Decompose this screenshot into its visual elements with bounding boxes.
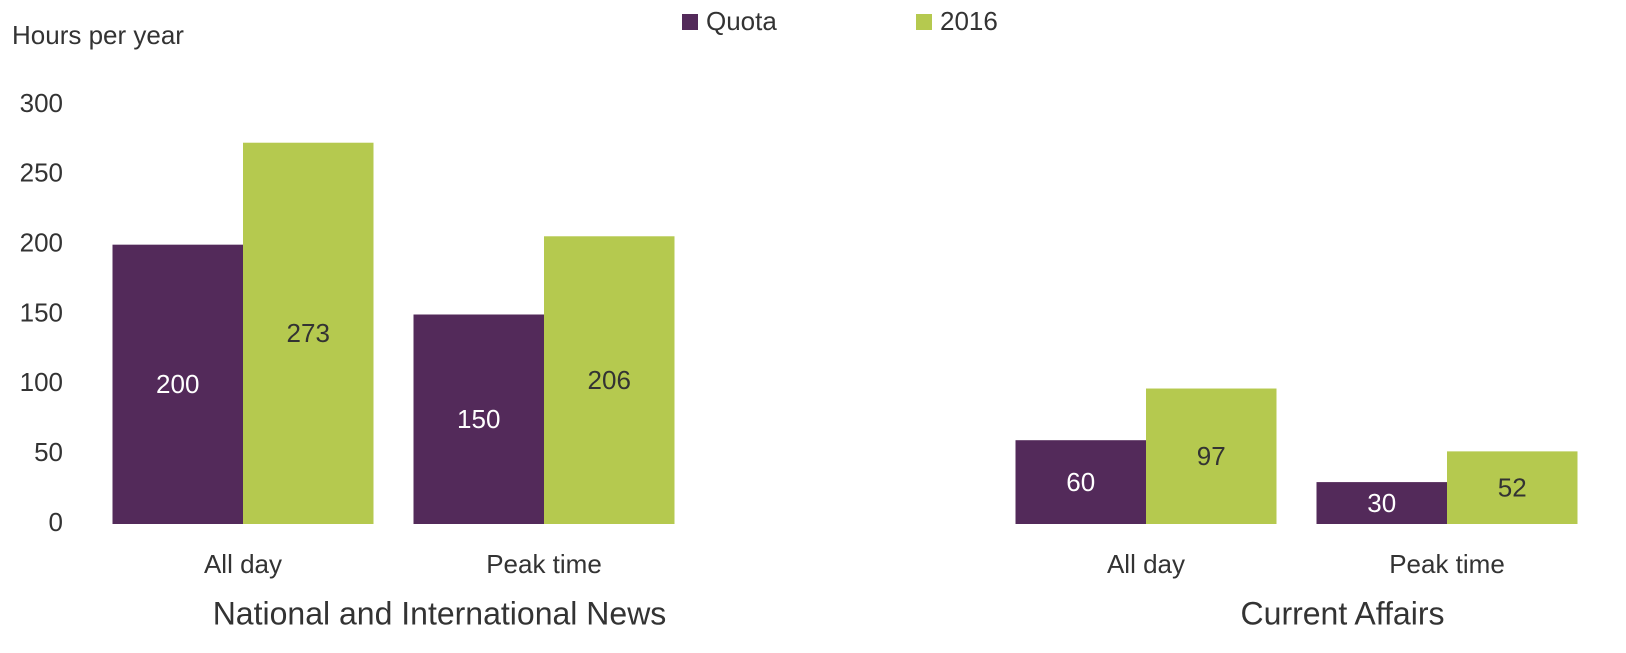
bar	[1015, 440, 1146, 524]
y-tick-label: 50	[34, 437, 63, 467]
bar	[544, 236, 675, 524]
y-tick-label: 200	[20, 228, 63, 258]
y-tick-label: 250	[20, 158, 63, 188]
x-tick-label: All day	[1107, 549, 1185, 579]
legend-swatch	[682, 14, 698, 30]
legend-swatch	[916, 14, 932, 30]
bar	[1447, 451, 1578, 524]
y-axis-label: Hours per year	[12, 20, 184, 50]
value-label: 97	[1197, 441, 1226, 471]
y-tick-label: 150	[20, 297, 63, 327]
bar	[112, 244, 243, 524]
legend-label: Quota	[706, 6, 777, 36]
x-tick-label: All day	[204, 549, 282, 579]
legend-label: 2016	[940, 6, 998, 36]
x-tick-label: Peak time	[486, 549, 602, 579]
value-label: 60	[1066, 467, 1095, 497]
value-label: 150	[457, 404, 500, 434]
bar	[1316, 482, 1447, 524]
group-label: National and International News	[213, 595, 667, 631]
bar	[413, 314, 544, 524]
bar	[1146, 388, 1277, 524]
x-tick-label: Peak time	[1389, 549, 1505, 579]
value-label: 200	[156, 369, 199, 399]
y-tick-label: 0	[49, 507, 63, 537]
value-label: 30	[1367, 488, 1396, 518]
value-label: 52	[1498, 473, 1527, 503]
bar	[243, 142, 374, 524]
y-tick-label: 100	[20, 367, 63, 397]
value-label: 206	[588, 365, 631, 395]
y-tick-label: 300	[20, 88, 63, 118]
value-label: 273	[287, 318, 330, 348]
group-label: Current Affairs	[1241, 595, 1445, 631]
